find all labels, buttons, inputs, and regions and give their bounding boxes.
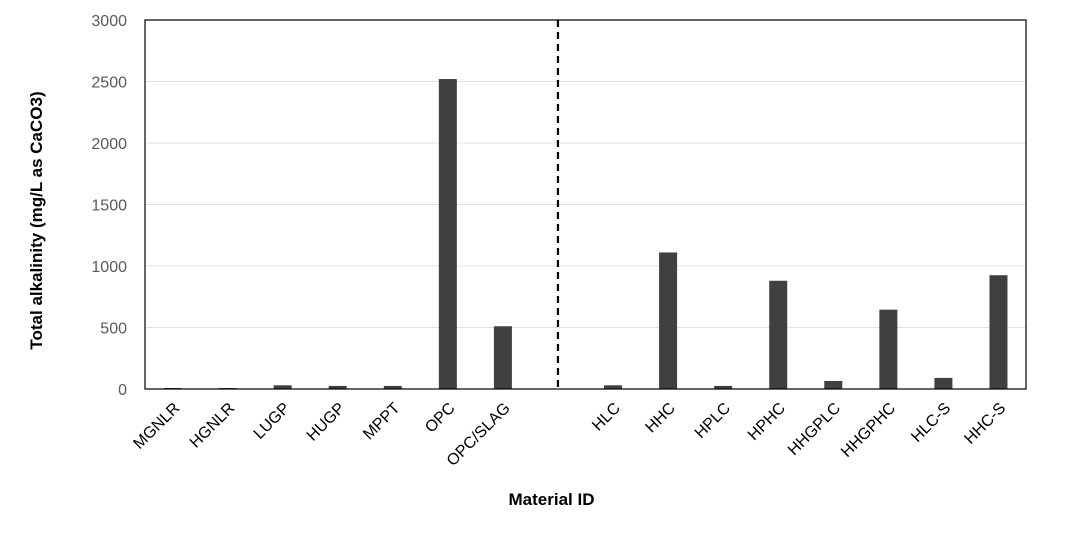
bar bbox=[824, 381, 843, 389]
y-tick-label: 0 bbox=[118, 382, 127, 399]
x-axis-title: Material ID bbox=[509, 490, 595, 509]
bars bbox=[163, 79, 1008, 389]
x-tick-label: OPC bbox=[422, 400, 459, 437]
x-tick-label: HHC-S bbox=[961, 400, 1009, 448]
plot-area-frame bbox=[144, 19, 1027, 390]
bar bbox=[769, 280, 788, 389]
y-axis-title: Total alkalinity (mg/L as CaCO3) bbox=[27, 91, 46, 349]
bar bbox=[604, 385, 623, 389]
y-tick-label: 500 bbox=[100, 321, 127, 338]
x-tick-label: HLC bbox=[589, 400, 624, 435]
x-tick-label: HPLC bbox=[692, 400, 734, 442]
x-tick-label: HGNLR bbox=[187, 400, 239, 452]
x-tick-label: HHGPLC bbox=[785, 400, 844, 459]
y-tick-label: 2000 bbox=[91, 136, 127, 153]
y-tick-label: 3000 bbox=[91, 13, 127, 30]
y-tick-label: 1000 bbox=[91, 259, 127, 276]
x-tick-label: MGNLR bbox=[130, 400, 183, 453]
x-tick-label: HHC bbox=[642, 400, 679, 437]
y-axis-ticks: 0 500 1000 1500 2000 2500 3000 bbox=[91, 13, 127, 399]
bar bbox=[879, 309, 898, 389]
bar bbox=[438, 79, 457, 389]
x-tick-label: HHGPHC bbox=[838, 400, 899, 461]
y-tick-label: 1500 bbox=[91, 198, 127, 215]
bar bbox=[493, 326, 512, 389]
x-tick-label: MPPT bbox=[360, 400, 404, 444]
bar bbox=[989, 275, 1008, 389]
x-tick-label: LUGP bbox=[251, 400, 294, 443]
x-tick-label: HLC-S bbox=[908, 400, 954, 446]
bar bbox=[273, 385, 292, 389]
bar bbox=[714, 385, 733, 389]
x-tick-label: HUGP bbox=[304, 400, 349, 445]
bar bbox=[328, 385, 347, 389]
bar bbox=[659, 252, 678, 389]
bar bbox=[383, 385, 402, 389]
grid-lines bbox=[145, 81, 1026, 328]
x-tick-label: HPHC bbox=[745, 400, 789, 444]
y-tick-label: 2500 bbox=[91, 75, 127, 92]
bar bbox=[934, 377, 953, 389]
